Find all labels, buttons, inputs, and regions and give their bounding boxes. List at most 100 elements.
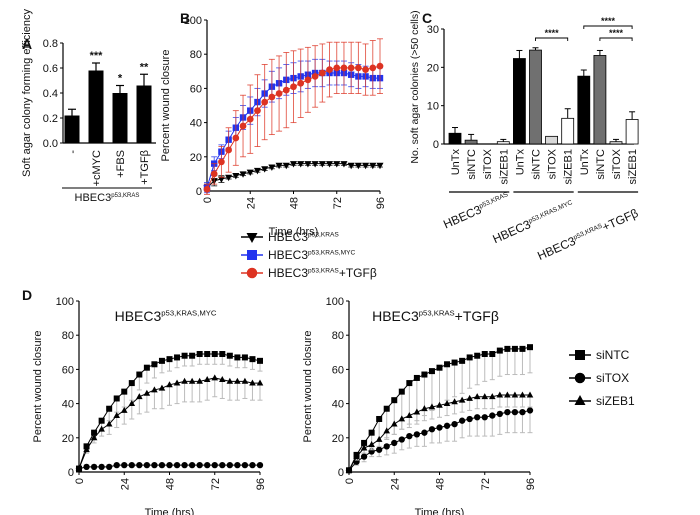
x-tick-label: -: [67, 150, 79, 154]
y-tick-label: 0: [68, 467, 74, 479]
data-point: [318, 161, 326, 168]
data-point: [443, 400, 451, 406]
bar: [561, 117, 575, 145]
significance-label: *: [118, 73, 123, 85]
y-tick-label: 60: [332, 364, 344, 376]
x-tick-label: +cMYC: [91, 150, 103, 186]
y-axis-label: Soft agar colony forming efficiency: [21, 9, 33, 177]
data-point: [106, 405, 113, 412]
data-point: [347, 162, 355, 170]
data-point: [290, 83, 297, 91]
data-point: [204, 351, 211, 358]
x-tick-label: 96: [525, 478, 537, 490]
x-tick-label: siZEB1: [498, 149, 510, 184]
panel-d-legend: siNTC siTOX siZEB1: [569, 348, 635, 408]
legend-marker: [574, 372, 586, 384]
data-point: [204, 462, 211, 469]
data-point: [451, 359, 458, 366]
significance-label: ****: [545, 28, 560, 38]
data-point: [413, 374, 420, 381]
bar: [448, 132, 462, 145]
x-tick-label: siNTC: [595, 149, 607, 180]
label-base: HBEC3: [268, 266, 308, 280]
data-point: [241, 377, 249, 384]
label-base: HBEC3: [372, 308, 419, 324]
panel-b-chart: 0 20 40 60 80 100 0 24 48 72 96 Time (hrs) Percent w…: [160, 15, 387, 238]
data-point: [128, 400, 136, 406]
data-point: [91, 429, 98, 436]
data-point: [98, 463, 105, 471]
x-axis-label: Time (hrs): [415, 507, 465, 515]
data-point: [488, 393, 496, 400]
data-point: [196, 462, 203, 469]
y-tick-label: 40: [62, 399, 74, 411]
y-tick-label: 100: [56, 296, 74, 308]
x-tick-label: +FBS: [115, 150, 127, 178]
y-axis-label: Percent wound closure: [32, 331, 44, 443]
data-point: [347, 64, 355, 72]
data-point: [98, 425, 105, 432]
x-tick-label: 0: [74, 478, 86, 484]
panel-label-d: D: [22, 287, 32, 303]
bar: [577, 75, 591, 145]
data-point: [128, 380, 135, 387]
legend-label: HBEC3p53,KRAS,MYC: [268, 248, 356, 262]
data-point: [232, 134, 240, 142]
label-superscript: p53,KRAS,MYC: [308, 249, 356, 256]
bar: [529, 49, 542, 145]
series-2: [203, 38, 384, 195]
x-tick-label: 96: [375, 197, 387, 209]
y-tick-label: 80: [62, 330, 74, 342]
data-point: [189, 352, 196, 359]
y-axis-label: Percent wound closure: [302, 331, 314, 443]
data-point: [311, 161, 319, 168]
significance-bracket: [599, 37, 633, 41]
data-point: [98, 417, 105, 424]
y-tick-label: 100: [326, 296, 344, 308]
data-point: [406, 411, 413, 418]
data-point: [466, 354, 473, 361]
series-siTOX: [75, 462, 264, 472]
y-tick-label: 20: [62, 433, 74, 445]
data-point: [369, 64, 377, 72]
group-label-text: HBEC3p53,KRAS: [75, 192, 140, 204]
data-point: [496, 391, 504, 398]
data-point: [333, 161, 341, 168]
data-point: [526, 407, 534, 414]
data-point: [218, 376, 226, 383]
chart-title-text: HBEC3p53,KRAS+TGFβ: [372, 308, 499, 324]
legend-marker: [247, 250, 257, 260]
data-point: [428, 403, 436, 410]
data-point: [166, 462, 173, 469]
data-point: [158, 462, 166, 469]
data-point: [413, 431, 421, 438]
bar: [496, 141, 510, 145]
data-point: [406, 380, 413, 387]
data-point: [166, 381, 173, 388]
data-point: [304, 161, 312, 168]
data-point: [261, 166, 269, 173]
data-point: [496, 410, 503, 418]
data-point: [75, 464, 83, 471]
data-point: [83, 463, 90, 471]
x-tick-label: 48: [435, 478, 447, 490]
data-point: [519, 391, 526, 398]
data-point: [481, 351, 488, 358]
data-point: [143, 462, 151, 469]
data-point: [83, 446, 90, 453]
data-point: [398, 415, 406, 422]
legend-label-text: HBEC3p53,KRAS,MYC: [268, 248, 356, 262]
significance-label: ****: [609, 28, 624, 38]
data-point: [383, 405, 390, 412]
label-base: HBEC3: [268, 248, 308, 262]
bar: [112, 93, 128, 143]
x-tick-label: UnTx: [514, 149, 526, 176]
data-point: [282, 162, 290, 170]
data-point: [376, 162, 384, 170]
data-point: [225, 146, 232, 154]
x-tick-label: 0: [344, 478, 356, 484]
x-tick-label: 24: [389, 478, 401, 490]
x-tick-label: siZEB1: [627, 149, 639, 184]
series-siZEB1: [345, 391, 534, 473]
data-point: [340, 161, 348, 168]
